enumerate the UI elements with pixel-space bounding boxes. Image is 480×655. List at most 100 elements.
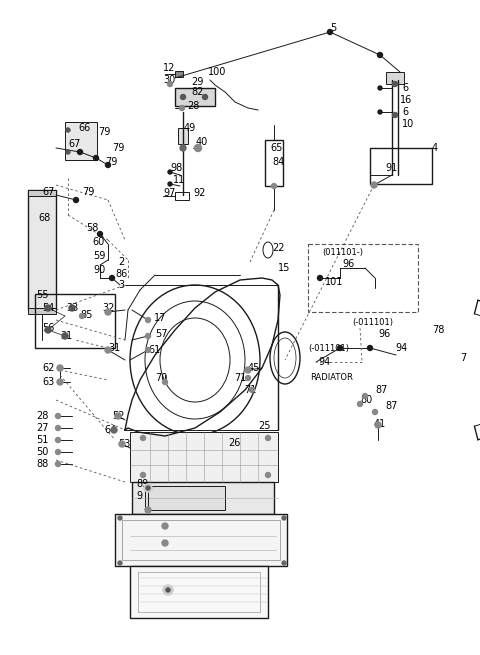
Text: 26: 26	[228, 438, 240, 448]
Text: (-011101): (-011101)	[308, 343, 349, 352]
Bar	[65, 122, 97, 160]
Circle shape	[56, 449, 60, 455]
Circle shape	[57, 365, 63, 371]
Circle shape	[250, 388, 254, 392]
Text: 101: 101	[325, 277, 343, 287]
Text: 32: 32	[102, 303, 114, 313]
Circle shape	[105, 347, 111, 353]
Text: 53: 53	[118, 439, 131, 449]
Text: 45: 45	[248, 363, 260, 373]
Text: 49: 49	[184, 123, 196, 133]
Circle shape	[97, 231, 103, 236]
Circle shape	[118, 516, 122, 520]
Text: 71: 71	[234, 373, 246, 383]
Text: 29: 29	[191, 77, 204, 87]
Circle shape	[105, 309, 111, 315]
Text: 27: 27	[36, 423, 48, 433]
Bar	[175, 71, 183, 77]
Text: 94: 94	[395, 343, 407, 353]
Text: RADIATOR: RADIATOR	[310, 373, 353, 383]
Text: 33: 33	[66, 303, 78, 313]
Text: 17: 17	[154, 313, 167, 323]
Text: 60: 60	[92, 237, 104, 247]
Circle shape	[145, 318, 151, 322]
Text: 28: 28	[187, 101, 199, 111]
Circle shape	[180, 94, 185, 100]
Text: 84: 84	[272, 157, 284, 167]
Text: 4: 4	[432, 143, 438, 153]
Text: 31: 31	[108, 343, 120, 353]
Bar	[130, 566, 268, 618]
Text: 87: 87	[385, 401, 397, 411]
Text: 90: 90	[93, 265, 105, 275]
Circle shape	[45, 305, 51, 311]
Circle shape	[371, 182, 377, 188]
Circle shape	[362, 394, 368, 398]
Circle shape	[393, 81, 397, 86]
Circle shape	[163, 585, 173, 595]
Circle shape	[146, 486, 150, 490]
Circle shape	[162, 523, 168, 529]
Text: 63: 63	[42, 377, 54, 387]
Bar	[175, 88, 215, 106]
Bar	[178, 128, 188, 144]
Bar	[175, 192, 189, 200]
Bar	[28, 190, 56, 310]
Text: 98: 98	[170, 163, 182, 173]
Bar	[132, 482, 274, 514]
Text: 64: 64	[104, 425, 116, 435]
Circle shape	[317, 276, 323, 280]
Circle shape	[56, 413, 60, 419]
Circle shape	[141, 436, 145, 441]
Bar	[130, 432, 278, 482]
Text: 97: 97	[163, 188, 175, 198]
Circle shape	[119, 441, 125, 447]
Circle shape	[168, 182, 172, 186]
Circle shape	[180, 105, 184, 111]
Text: 58: 58	[86, 223, 98, 233]
Circle shape	[145, 333, 151, 339]
Circle shape	[144, 484, 152, 492]
Bar	[138, 572, 260, 612]
Text: 41: 41	[374, 419, 386, 429]
Text: 6: 6	[402, 107, 408, 117]
Circle shape	[111, 427, 117, 433]
Circle shape	[56, 426, 60, 430]
Circle shape	[166, 588, 170, 592]
Text: 65: 65	[270, 143, 282, 153]
Circle shape	[358, 402, 362, 407]
Circle shape	[145, 348, 151, 352]
Circle shape	[368, 345, 372, 350]
Circle shape	[66, 150, 70, 154]
Circle shape	[163, 379, 168, 384]
Circle shape	[66, 128, 70, 132]
Circle shape	[265, 472, 271, 477]
Circle shape	[62, 333, 68, 339]
Bar	[28, 190, 56, 196]
Circle shape	[118, 561, 122, 565]
Circle shape	[203, 94, 207, 100]
Bar	[35, 294, 115, 348]
Text: (011101-): (011101-)	[322, 248, 363, 257]
Text: 100: 100	[208, 67, 227, 77]
Text: 2: 2	[118, 257, 124, 267]
Text: 57: 57	[155, 329, 168, 339]
Bar	[370, 148, 432, 184]
Text: 3: 3	[118, 280, 124, 290]
Text: 78: 78	[432, 325, 444, 335]
Text: 61: 61	[148, 345, 160, 355]
Bar	[122, 520, 280, 560]
Circle shape	[141, 472, 145, 477]
Text: 56: 56	[42, 323, 54, 333]
Circle shape	[56, 438, 60, 443]
Circle shape	[265, 436, 271, 441]
Text: 55: 55	[36, 290, 48, 300]
Text: 22: 22	[272, 243, 285, 253]
Circle shape	[194, 145, 202, 151]
Circle shape	[245, 367, 251, 373]
Bar	[386, 72, 404, 84]
Bar	[132, 482, 274, 514]
Circle shape	[282, 561, 286, 565]
Circle shape	[377, 52, 383, 58]
Bar	[265, 140, 283, 186]
